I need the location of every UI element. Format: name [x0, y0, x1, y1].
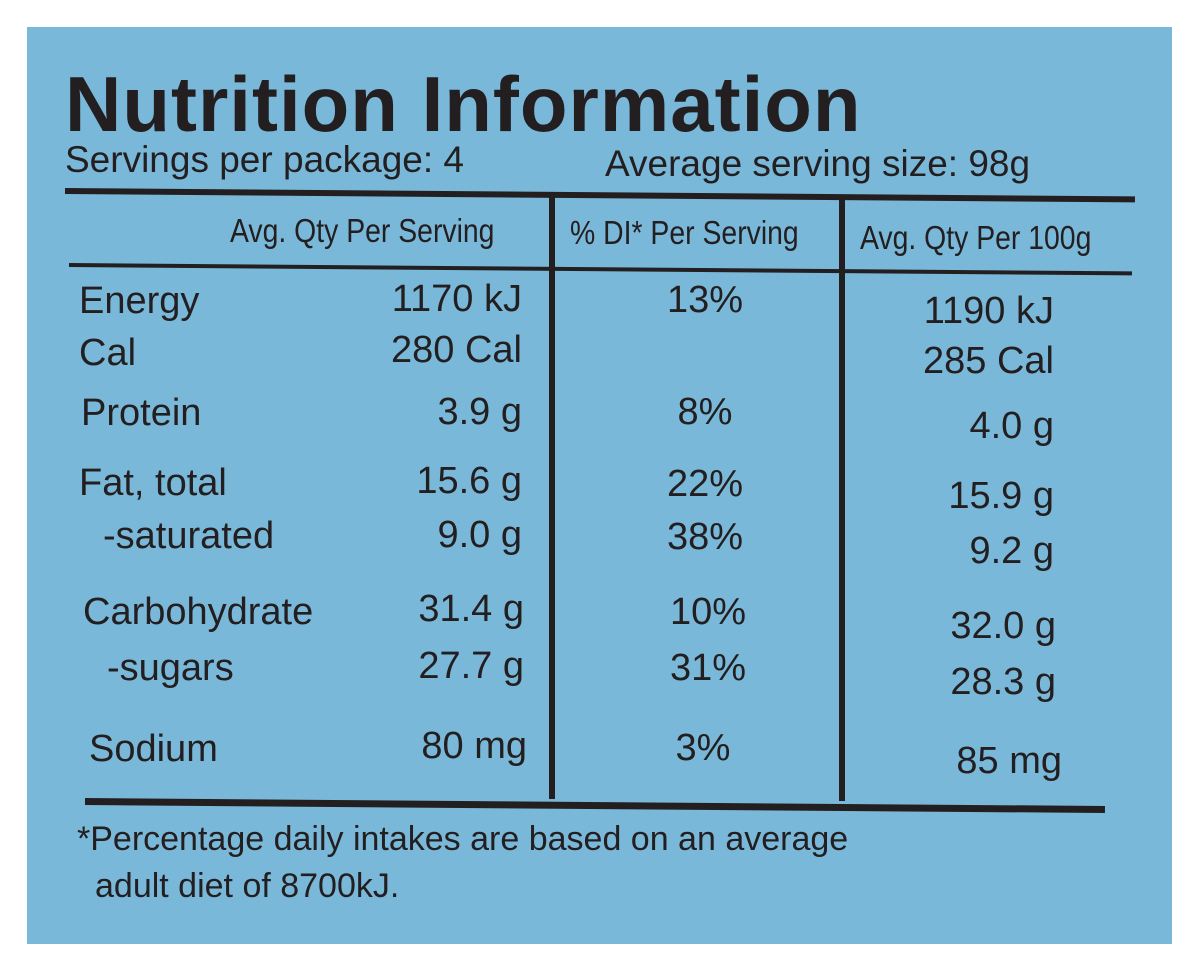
per-serving-energy: 1170 kJ: [391, 278, 522, 320]
row-label-sugars: -sugars: [107, 647, 234, 689]
per-serving-protein: 3.9 g: [437, 391, 522, 433]
di-energy: 13%: [666, 279, 744, 321]
footnote-line-2: adult diet of 8700kJ.: [95, 867, 400, 905]
header-per-serving: Avg. Qty Per Serving: [230, 212, 495, 249]
per-100g-saturated: 9.2 g: [969, 530, 1054, 572]
per-100g-energy: 1190 kJ: [923, 290, 1054, 332]
per-serving-saturated: 9.0 g: [437, 514, 522, 556]
column-divider-1: [549, 195, 555, 799]
per-100g-sodium: 85 mg: [956, 740, 1062, 782]
di-sugars: 31%: [669, 647, 747, 689]
footnote-line-1: *Percentage daily intakes are based on a…: [77, 820, 849, 858]
per-100g-sugars: 28.3 g: [950, 661, 1056, 703]
per-100g-protein: 4.0 g: [969, 405, 1054, 447]
di-protein: 8%: [677, 391, 733, 433]
header-rule: [68, 263, 1132, 276]
column-divider-2: [839, 197, 845, 801]
di-carbohydrate: 10%: [669, 591, 747, 633]
header-per-100g: Avg. Qty Per 100g: [860, 219, 1092, 256]
row-label-sodium: Sodium: [89, 728, 218, 770]
row-label-carbohydrate: Carbohydrate: [83, 591, 314, 633]
per-serving-fat-total: 15.6 g: [416, 460, 522, 502]
servings-per-package: Servings per package: 4: [65, 139, 465, 180]
row-label-saturated: -saturated: [103, 515, 275, 557]
per-serving-sugars: 27.7 g: [418, 645, 524, 687]
di-saturated: 38%: [666, 516, 744, 558]
row-label-fat-total: Fat, total: [79, 462, 227, 504]
bottom-rule: [84, 798, 1105, 814]
top-rule: [64, 188, 1135, 203]
di-sodium: 3%: [675, 727, 731, 769]
per-100g-carbohydrate: 32.0 g: [950, 605, 1056, 647]
row-label-energy: Energy: [79, 280, 200, 322]
nutrition-panel: Nutrition Information Servings per packa…: [27, 27, 1172, 944]
per-serving-carbohydrate: 31.4 g: [418, 588, 524, 630]
per-serving-sodium: 80 mg: [421, 725, 527, 767]
average-serving-size: Average serving size: 98g: [605, 143, 1031, 184]
di-fat-total: 22%: [666, 463, 744, 505]
per-serving-cal: 280 Cal: [391, 329, 522, 371]
row-label-cal: Cal: [79, 332, 137, 374]
per-100g-cal: 285 Cal: [923, 340, 1054, 382]
label-title: Nutrition Information: [65, 60, 862, 148]
header-di-per-serving: % DI* Per Serving: [570, 214, 799, 251]
per-100g-fat-total: 15.9 g: [948, 475, 1054, 517]
row-label-protein: Protein: [81, 392, 202, 434]
